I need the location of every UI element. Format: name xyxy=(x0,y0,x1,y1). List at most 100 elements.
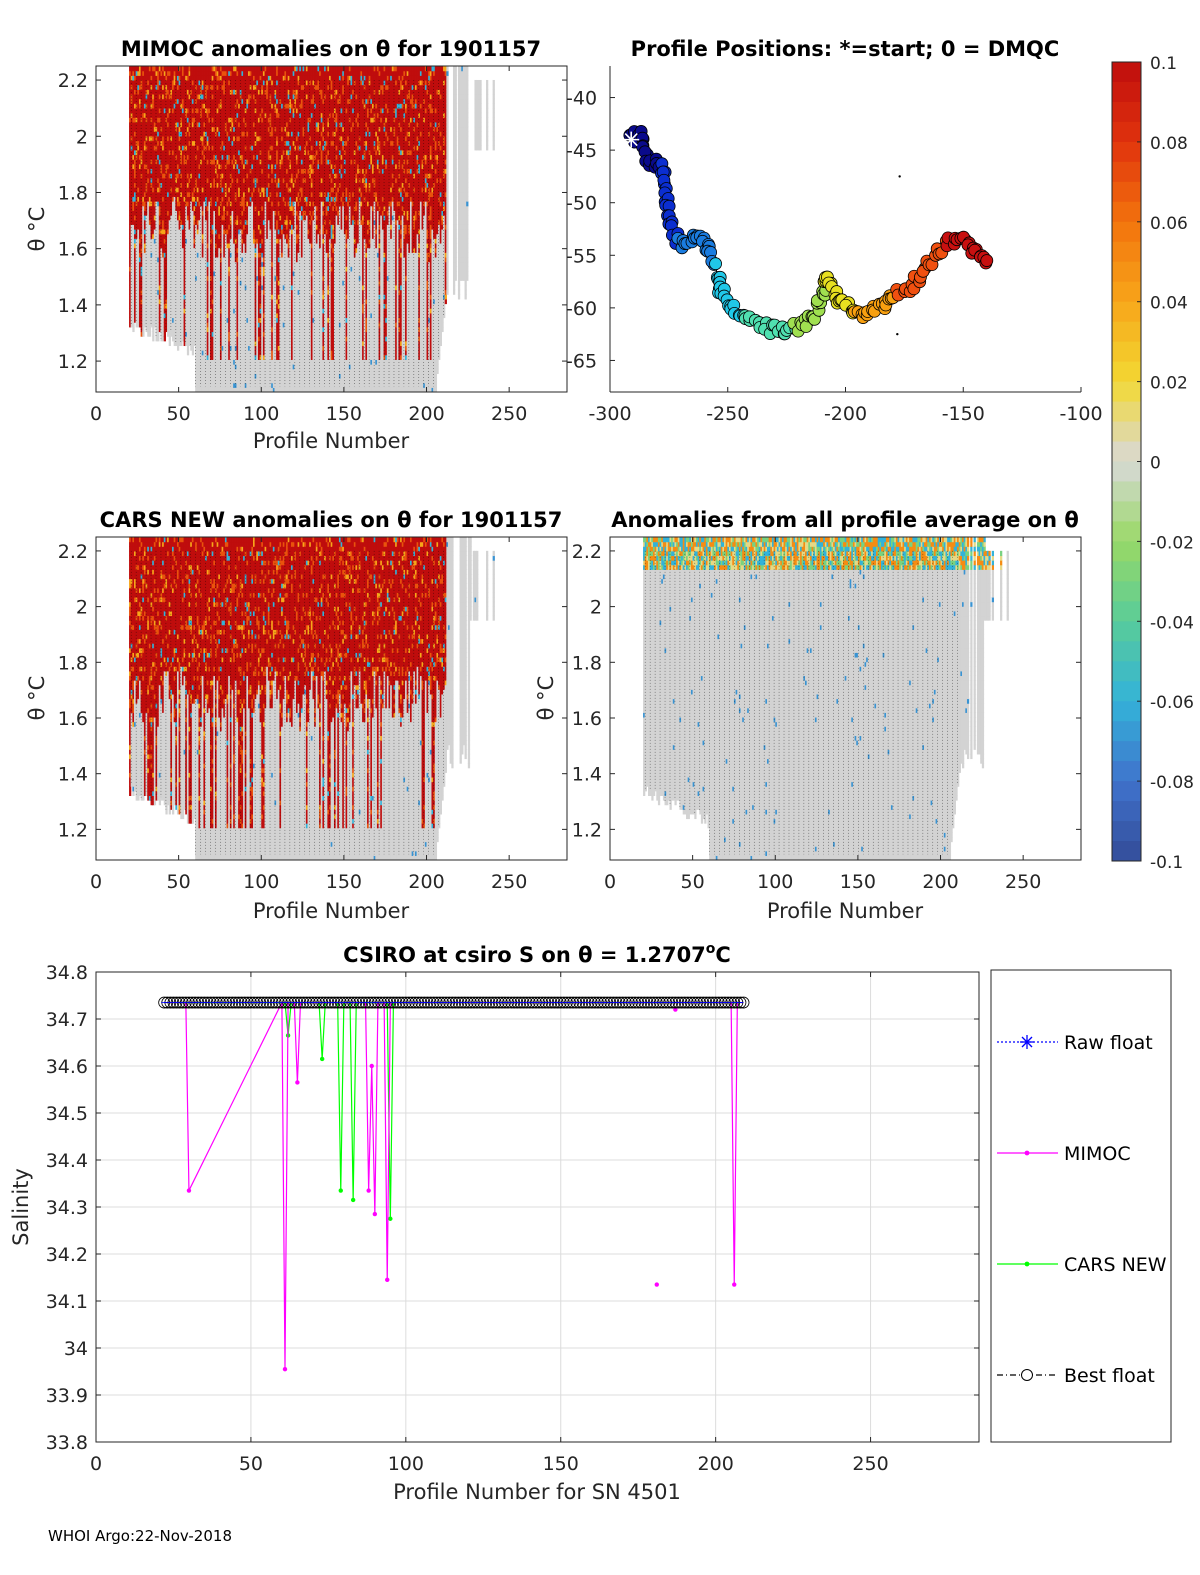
heatmap-cell xyxy=(145,191,148,197)
heatmap-cell xyxy=(163,298,167,305)
heatmap-cell xyxy=(158,215,162,221)
heatmap-cell xyxy=(129,121,132,128)
heatmap-cell xyxy=(191,163,195,170)
heatmap-cell xyxy=(160,210,163,216)
heatmap-cell xyxy=(185,121,188,128)
heatmap-cell xyxy=(193,247,196,253)
heatmap-cell xyxy=(152,177,155,184)
heatmap-cell xyxy=(173,187,176,193)
heatmap-cell xyxy=(148,284,152,291)
heatmap-cell xyxy=(180,289,183,295)
heatmap-cell xyxy=(185,280,188,286)
heatmap-cell xyxy=(137,303,140,309)
heatmap-cell xyxy=(167,256,170,263)
heatmap-cell xyxy=(163,233,167,239)
heatmap-cell xyxy=(152,303,155,309)
heatmap-cell xyxy=(162,280,165,286)
heatmap-cell xyxy=(183,173,186,179)
heatmap-cell xyxy=(132,280,135,286)
heatmap-cell xyxy=(172,247,175,253)
heatmap-cell xyxy=(183,196,186,202)
heatmap-cell xyxy=(138,270,142,277)
heatmap-cell xyxy=(196,242,200,249)
heatmap-cell xyxy=(198,322,201,328)
heatmap-cell xyxy=(158,317,162,323)
heatmap-cell xyxy=(181,103,185,109)
heatmap-cell xyxy=(170,256,173,263)
heatmap-cell xyxy=(150,275,153,281)
heatmap-cell xyxy=(188,326,191,333)
heatmap-cell xyxy=(129,252,132,258)
heatmap-cell xyxy=(143,177,147,184)
heatmap-cell xyxy=(147,173,150,179)
heatmap-cell xyxy=(198,359,201,365)
heatmap-cell xyxy=(168,140,171,146)
heatmap-cell xyxy=(195,79,198,86)
heatmap-cell xyxy=(157,326,160,333)
heatmap-cell xyxy=(195,182,198,188)
heatmap-cell xyxy=(198,252,201,258)
heatmap-cell xyxy=(193,107,196,114)
heatmap-cell xyxy=(162,168,165,174)
heatmap-cell xyxy=(163,79,167,86)
heatmap-cell xyxy=(193,312,196,319)
heatmap-cell xyxy=(152,191,155,197)
heatmap-cell xyxy=(147,117,150,123)
heatmap-cell xyxy=(162,79,165,86)
heatmap-cell xyxy=(134,284,137,291)
heatmap-cell xyxy=(134,163,137,170)
heatmap-cell xyxy=(134,117,137,123)
heatmap-cell xyxy=(170,121,173,128)
heatmap-cell xyxy=(160,229,163,235)
heatmap-cell xyxy=(183,117,186,123)
heatmap-cell xyxy=(160,112,163,118)
heatmap-cell xyxy=(191,303,195,309)
heatmap-cell xyxy=(140,326,143,333)
heatmap-cell xyxy=(173,289,176,295)
heatmap-cell xyxy=(175,84,178,90)
heatmap-cell xyxy=(196,270,200,277)
heatmap-cell xyxy=(148,261,152,267)
heatmap-cell xyxy=(172,103,175,109)
heatmap-cell xyxy=(142,308,145,314)
heatmap-cell xyxy=(193,215,196,221)
heatmap-cell xyxy=(180,303,183,309)
heatmap-cell xyxy=(198,177,201,184)
heatmap-cell xyxy=(137,126,140,132)
heatmap-cell xyxy=(183,182,186,188)
heatmap-cell xyxy=(145,303,148,309)
heatmap-cell xyxy=(162,331,165,337)
heatmap-cell xyxy=(150,270,153,277)
heatmap-cell xyxy=(186,196,190,202)
heatmap-cell xyxy=(198,196,201,202)
heatmap-cell xyxy=(185,159,188,165)
heatmap-cell xyxy=(129,219,132,225)
heatmap-cell xyxy=(143,135,147,142)
heatmap-cell xyxy=(138,173,142,179)
heatmap-cell xyxy=(175,298,178,305)
heatmap-cell xyxy=(176,177,180,184)
heatmap-cell xyxy=(165,312,168,319)
heatmap-cell xyxy=(129,112,132,118)
heatmap-cell xyxy=(180,252,183,258)
heatmap-cell xyxy=(140,298,143,305)
heatmap-cell xyxy=(140,135,143,142)
heatmap-cell xyxy=(176,326,180,333)
heatmap-cell xyxy=(175,145,178,151)
heatmap-cell xyxy=(186,79,190,86)
heatmap-cell xyxy=(145,326,148,333)
heatmap-cell xyxy=(191,145,195,151)
heatmap-cell xyxy=(153,252,157,258)
heatmap-cell xyxy=(134,79,137,86)
heatmap-cell xyxy=(140,187,143,193)
heatmap-cell xyxy=(178,182,181,188)
heatmap-cell xyxy=(160,247,163,253)
heatmap-cell xyxy=(185,79,188,86)
heatmap-cell xyxy=(176,336,180,342)
heatmap-cell xyxy=(158,266,162,272)
heatmap-cell xyxy=(134,159,137,165)
heatmap-cell xyxy=(186,84,190,90)
heatmap-cell xyxy=(185,261,188,267)
heatmap-cell xyxy=(195,368,198,374)
heatmap-cell xyxy=(150,98,153,104)
